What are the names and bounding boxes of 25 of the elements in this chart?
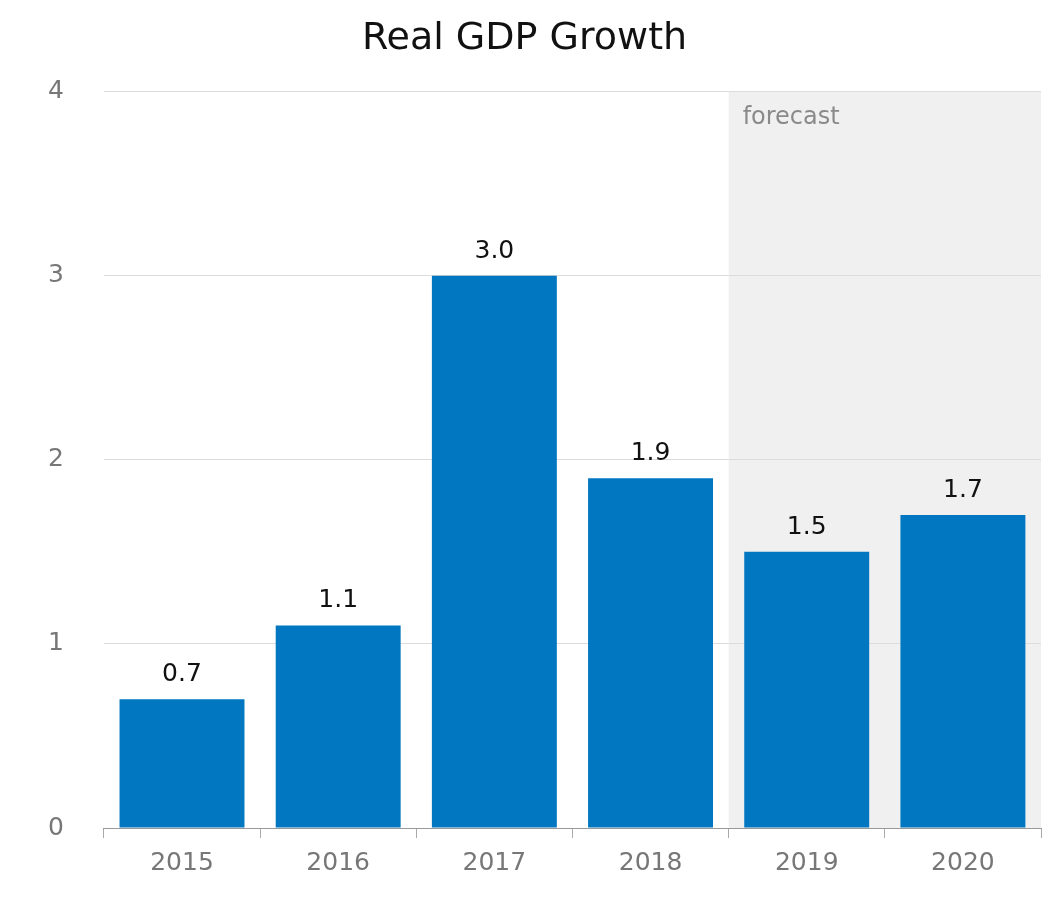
bar [431, 275, 557, 828]
bar [744, 551, 870, 828]
data-label: 1.5 [786, 510, 827, 540]
bar [119, 699, 245, 828]
data-label: 3.0 [474, 234, 515, 264]
chart-title: Real GDP Growth [361, 13, 688, 58]
y-tick-label: 4 [48, 75, 64, 105]
data-label: 1.7 [943, 474, 983, 504]
bar [588, 478, 714, 828]
x-tick-label: 2015 [150, 846, 214, 876]
x-tick-label: 2016 [306, 846, 370, 876]
y-tick-label: 1 [48, 627, 64, 657]
x-tick-label: 2017 [462, 846, 527, 876]
y-tick-label: 2 [48, 443, 64, 473]
bar [900, 515, 1026, 828]
data-label: 0.7 [162, 658, 202, 688]
x-tick-label: 2018 [618, 846, 683, 876]
y-tick-label: 0 [48, 811, 64, 841]
bar [275, 625, 401, 828]
x-tick-label: 2020 [931, 846, 995, 876]
y-tick-label: 3 [48, 259, 64, 289]
data-label: 1.9 [630, 437, 671, 467]
data-label: 1.1 [318, 584, 359, 614]
x-tick-label: 2019 [774, 846, 839, 876]
band-label: forecast [742, 101, 840, 130]
